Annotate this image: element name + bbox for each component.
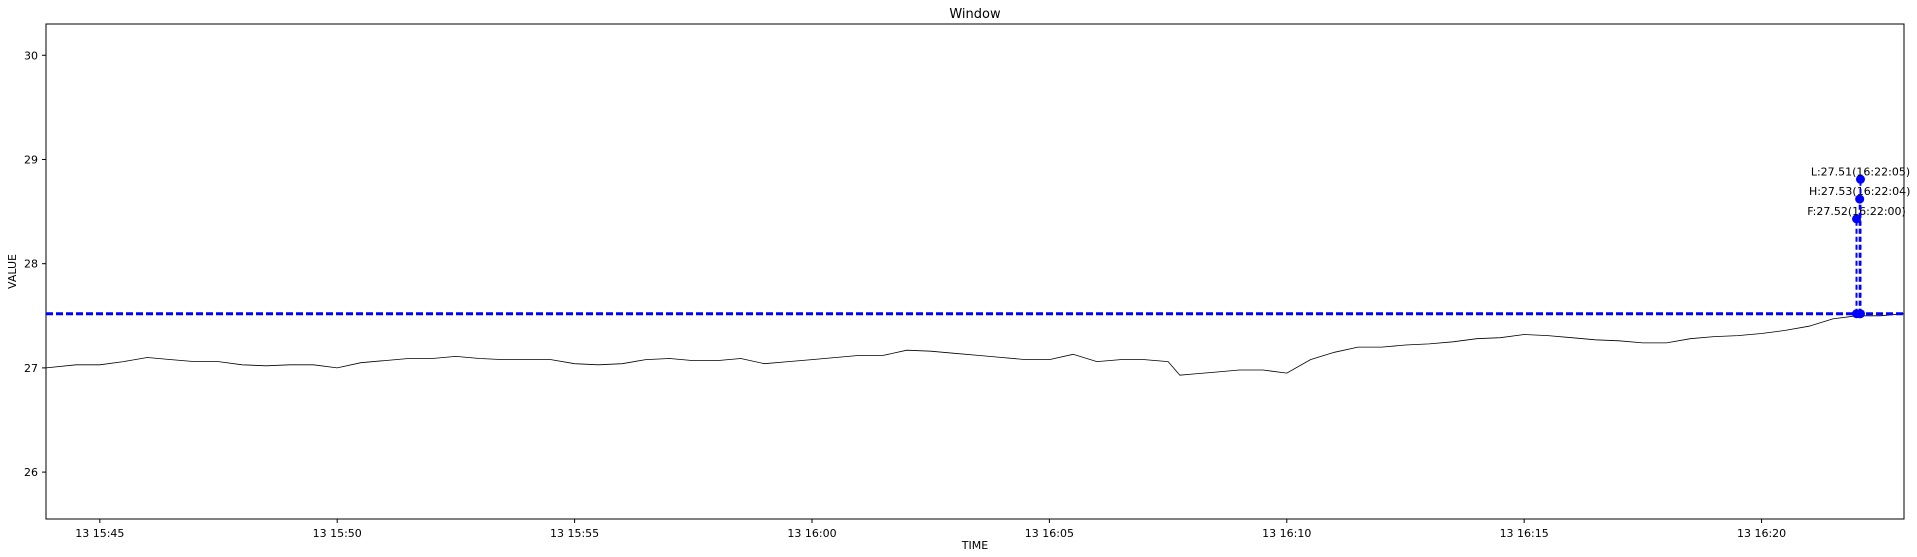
series-line — [45, 313, 1905, 376]
x-tick-label: 13 16:00 — [787, 527, 836, 540]
y-tick-label: 29 — [24, 153, 38, 166]
x-tick-label: 13 16:20 — [1737, 527, 1786, 540]
x-axis: 13 15:45 13 15:50 13 15:55 13 16:00 13 16:05… — [75, 519, 1786, 540]
y-tick-label: 26 — [24, 466, 38, 479]
y-tick-label: 28 — [24, 258, 38, 271]
annotations: F:27.52(16:22:00)H:27.53(16:22:04)L:27.5… — [1807, 165, 1910, 319]
annotation-base-marker — [1855, 309, 1865, 319]
y-axis: 26 27 28 29 30 — [24, 49, 46, 479]
y-axis-label: VALUE — [6, 254, 19, 289]
x-tick-label: 13 16:10 — [1262, 527, 1311, 540]
y-tick-label: 27 — [24, 362, 38, 375]
x-tick-label: 13 16:05 — [1025, 527, 1074, 540]
annotation-label: L:27.51(16:22:05) — [1811, 165, 1910, 178]
x-tick-label: 13 15:55 — [550, 527, 599, 540]
x-axis-label: TIME — [961, 539, 988, 552]
x-tick-label: 13 16:15 — [1500, 527, 1549, 540]
x-tick-label: 13 15:45 — [75, 527, 124, 540]
annotation-label: F:27.52(16:22:00) — [1807, 205, 1906, 218]
chart-title: Window — [949, 7, 1001, 22]
plot-area: F:27.52(16:22:00)H:27.53(16:22:04)L:27.5… — [45, 23, 1910, 520]
y-tick-label: 30 — [24, 49, 38, 62]
annotation-marker — [1855, 174, 1865, 184]
x-tick-label: 13 15:50 — [313, 527, 362, 540]
plot-frame — [45, 23, 1905, 520]
